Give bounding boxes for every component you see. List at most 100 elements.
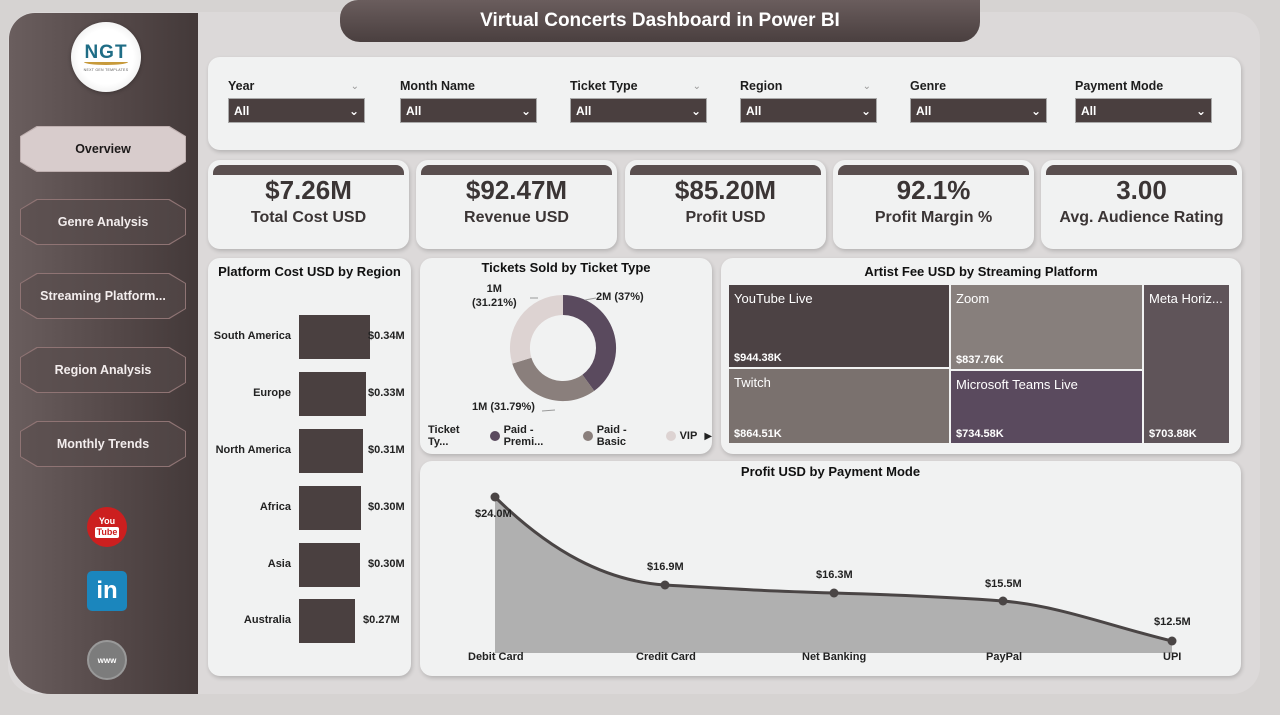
kpi-value: $7.26M xyxy=(265,175,352,205)
genre-dropdown[interactable]: All ⌄ xyxy=(910,98,1047,123)
area-chart[interactable] xyxy=(420,461,1241,676)
nav-label: Overview xyxy=(75,142,131,156)
bar-value: $0.31M xyxy=(368,444,405,456)
treemap-tile-youtube-live[interactable]: YouTube Live $944.38K xyxy=(729,285,949,367)
bar-category: Asia xyxy=(267,558,291,570)
youtube-icon[interactable]: You Tube xyxy=(87,507,127,547)
filter-panel: Year ⌄ All ⌄ Month Name All ⌄ Ticket Type ⌄ … xyxy=(208,57,1241,150)
linkedin-text: in xyxy=(96,577,118,604)
filter-month-name: Month Name All ⌄ xyxy=(400,77,537,123)
x-axis-label: PayPal xyxy=(986,651,1023,663)
donut-label-basic: 1M (31.79%) xyxy=(472,401,535,413)
filter-label: Genre xyxy=(910,79,947,93)
ngt-logo[interactable]: NGT NEXT GEN TEMPLATES xyxy=(71,22,141,92)
filter-label: Year xyxy=(228,79,255,93)
bar-row[interactable]: South America $0.34M xyxy=(208,315,408,359)
chart-title: Profit USD by Payment Mode xyxy=(740,464,921,479)
legend-dot-icon xyxy=(665,431,676,441)
dropdown-value: All xyxy=(406,103,422,118)
chevron-down-icon[interactable]: ⌄ xyxy=(350,80,359,92)
donut-slice-vip xyxy=(509,295,563,364)
nav-region-analysis-button[interactable]: Region Analysis xyxy=(20,347,186,393)
filter-label: Month Name xyxy=(400,79,475,93)
legend-next-arrow-icon[interactable]: ▶ xyxy=(704,430,713,442)
tile-value: $864.51K xyxy=(734,428,782,440)
bar-row[interactable]: Europe $0.33M xyxy=(208,372,408,416)
nav-overview-button[interactable]: Overview xyxy=(20,126,186,172)
logo-text: NGT xyxy=(84,41,128,63)
bar-row[interactable]: Asia $0.30M xyxy=(208,543,408,587)
treemap-tile-twitch[interactable]: Twitch $864.51K xyxy=(729,369,949,443)
data-point xyxy=(998,596,1008,606)
year-dropdown[interactable]: All ⌄ xyxy=(228,98,365,123)
kpi-value: $85.20M xyxy=(674,175,777,205)
kpi-label: Avg. Audience Rating xyxy=(1059,209,1224,226)
bar-row[interactable]: Africa $0.30M xyxy=(208,486,408,530)
chevron-down-icon[interactable]: ⌄ xyxy=(862,80,871,92)
bar[interactable] xyxy=(299,599,355,643)
bar-value: $0.30M xyxy=(368,501,405,513)
tile-name: Twitch xyxy=(734,375,771,390)
filter-region: Region ⌄ All ⌄ xyxy=(740,77,877,123)
bar[interactable] xyxy=(299,429,363,473)
donut-slice-basic xyxy=(512,357,595,402)
donut-chart[interactable] xyxy=(420,258,712,454)
donut-label-vip: 1M (31.21%) xyxy=(472,283,517,309)
bar-row[interactable]: North America $0.31M xyxy=(208,429,408,473)
artist-fee-by-platform-chart[interactable]: Artist Fee USD by Streaming Platform You… xyxy=(721,258,1241,454)
bar-category: South America xyxy=(213,330,291,342)
kpi-revenue: $92.47M Revenue USD xyxy=(416,160,617,249)
legend-item-vip[interactable]: VIP xyxy=(665,430,697,442)
filter-year: Year ⌄ All ⌄ xyxy=(228,77,365,123)
x-axis-label: Debit Card xyxy=(468,651,524,663)
bar-value: $0.34M xyxy=(368,330,405,342)
tile-value: $734.58K xyxy=(956,428,1004,440)
tickets-by-type-chart[interactable]: Tickets Sold by Ticket Type 1M (31.21%) 2… xyxy=(420,258,712,454)
filter-payment-mode: Payment Mode All ⌄ xyxy=(1075,77,1212,123)
payment-mode-dropdown[interactable]: All ⌄ xyxy=(1075,98,1212,123)
profit-by-payment-mode-chart[interactable]: Profit USD by Payment Mode $24.0M $16.9M… xyxy=(420,461,1241,676)
dropdown-value: All xyxy=(234,103,250,118)
kpi-value: $92.47M xyxy=(465,175,568,205)
bar-row[interactable]: Australia $0.27M xyxy=(208,599,408,643)
bar[interactable] xyxy=(299,315,370,359)
nav-label: Region Analysis xyxy=(54,363,152,377)
kpi-value: 92.1% xyxy=(896,175,971,205)
tile-value: $837.76K xyxy=(956,354,1004,366)
nav-streaming-platform-button[interactable]: Streaming Platform... xyxy=(20,273,186,319)
kpi-profit-margin: 92.1% Profit Margin % xyxy=(833,160,1034,249)
bar[interactable] xyxy=(299,543,360,587)
nav-monthly-trends-button[interactable]: Monthly Trends xyxy=(20,421,186,467)
month-name-dropdown[interactable]: All ⌄ xyxy=(400,98,537,123)
chevron-down-icon: ⌄ xyxy=(1030,103,1041,118)
ticket-type-dropdown[interactable]: All ⌄ xyxy=(570,98,707,123)
filter-label: Region xyxy=(740,79,783,93)
chevron-down-icon: ⌄ xyxy=(1195,103,1206,118)
globe-www-icon[interactable]: www xyxy=(87,640,127,680)
nav-genre-analysis-button[interactable]: Genre Analysis xyxy=(20,199,186,245)
region-dropdown[interactable]: All ⌄ xyxy=(740,98,877,123)
treemap-tile-zoom[interactable]: Zoom $837.76K xyxy=(951,285,1142,369)
youtube-you-text: You xyxy=(98,515,116,526)
bar[interactable] xyxy=(299,372,366,416)
legend-item-premium[interactable]: Paid - Premi... xyxy=(489,424,576,448)
linkedin-icon[interactable]: in xyxy=(87,571,127,611)
treemap-tile-meta-horizon[interactable]: Meta Horiz... $703.88K xyxy=(1144,285,1229,443)
kpi-label: Total Cost USD xyxy=(250,209,367,226)
data-label: $16.9M xyxy=(647,561,684,573)
legend-item-basic[interactable]: Paid - Basic xyxy=(582,424,659,448)
chevron-down-icon[interactable]: ⌄ xyxy=(692,80,701,92)
treemap-tile-microsoft-teams-live[interactable]: Microsoft Teams Live $734.58K xyxy=(951,371,1142,443)
dropdown-value: All xyxy=(1081,103,1097,118)
platform-cost-by-region-chart[interactable]: Platform Cost USD by Region South Americ… xyxy=(208,258,411,676)
x-axis-label: Credit Card xyxy=(636,651,696,663)
bar-value: $0.30M xyxy=(368,558,405,570)
tile-name: Microsoft Teams Live xyxy=(956,377,1078,392)
dropdown-value: All xyxy=(746,103,762,118)
kpi-label: Profit Margin % xyxy=(874,209,993,226)
tile-value: $703.88K xyxy=(1149,428,1197,440)
data-label: $15.5M xyxy=(985,578,1022,590)
bar[interactable] xyxy=(299,486,361,530)
kpi-label: Revenue USD xyxy=(464,209,569,226)
bar-value: $0.33M xyxy=(368,387,405,399)
